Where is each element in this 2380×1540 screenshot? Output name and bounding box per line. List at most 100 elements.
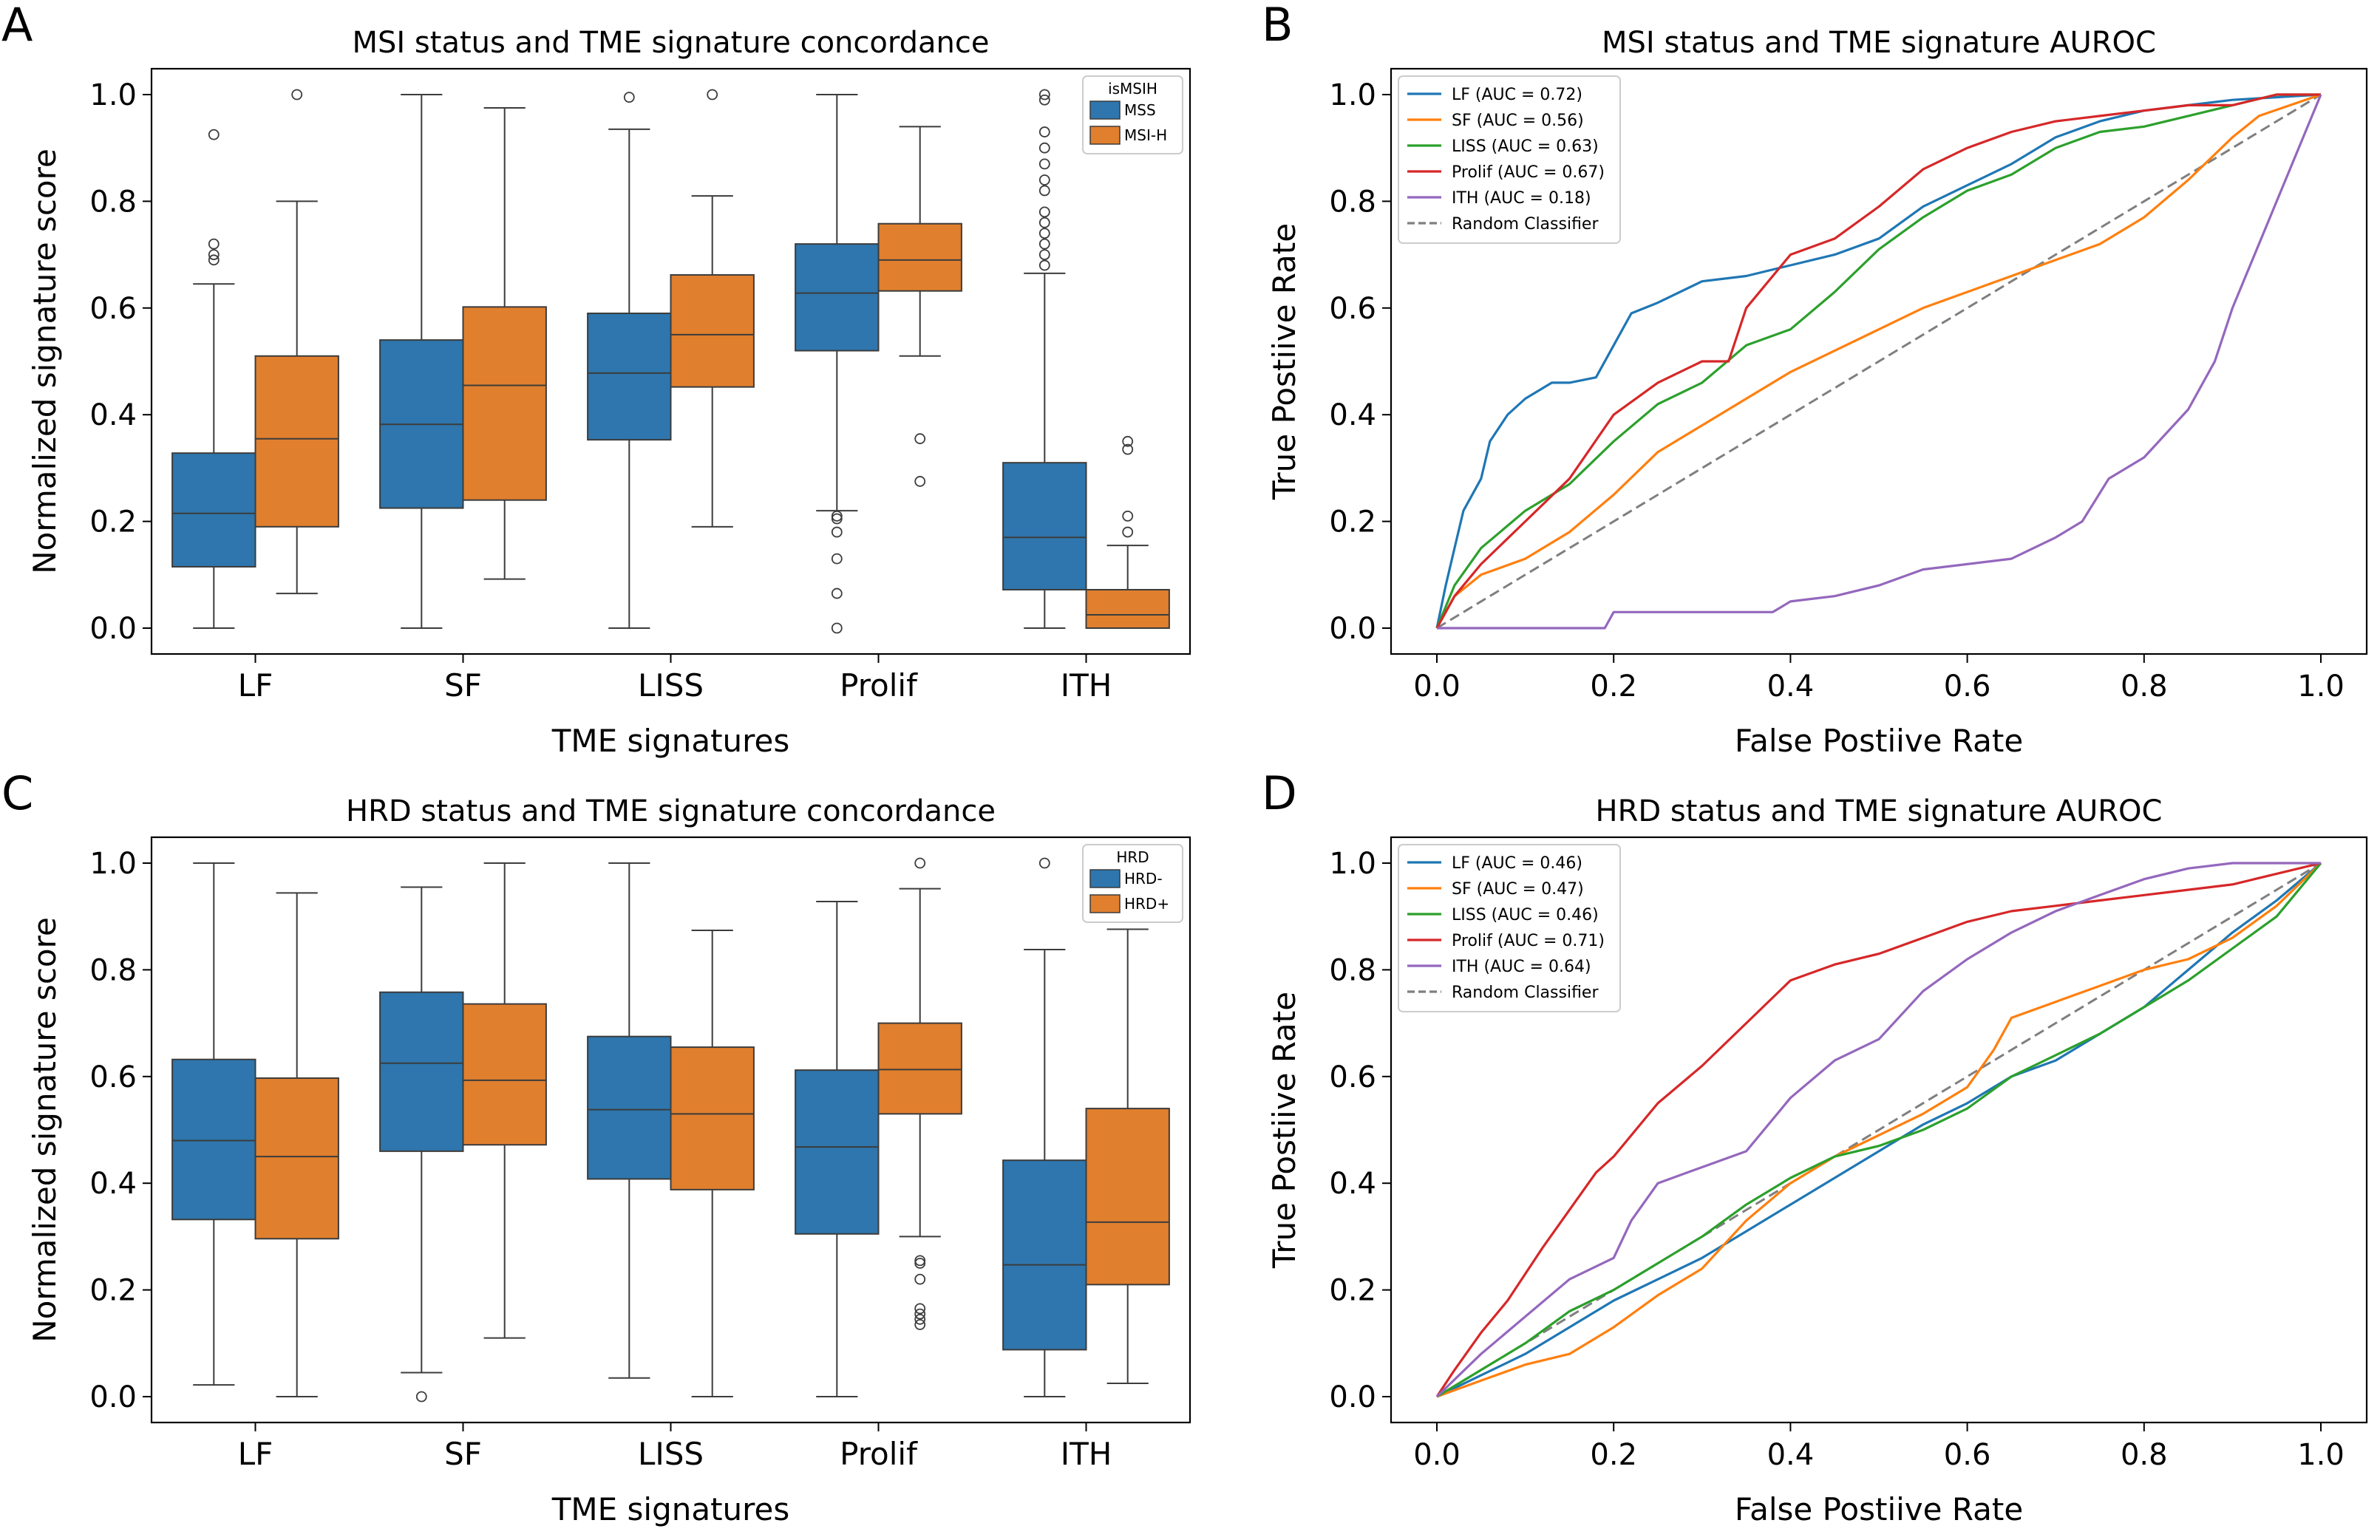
roc-curve-prolif [1435,862,2322,1397]
outlier-point [208,249,220,261]
x-axis-label: False Postiive Rate [1735,723,2023,759]
box-HRD+-LISS [670,1046,755,1190]
x-tick-label: 1.0 [2297,1438,2345,1472]
y-tick-label: 0.6 [1329,1060,1376,1094]
box-MSS-Prolif [795,243,880,352]
outlier-point [1038,89,1050,100]
y-tick-label: 0.4 [89,1167,137,1201]
box-HRD+-SF [462,1003,547,1146]
panel-b-roc: B MSI status and TME signature AUROC False… [1262,0,2368,759]
x-tick-label: 0.4 [1767,1438,1815,1472]
y-tick-label: 1.0 [1329,78,1376,112]
legend-title: HRD [1116,848,1149,866]
x-tick-label: SF [444,667,482,703]
outlier-point [1038,174,1050,185]
x-tick-label: ITH [1061,667,1112,703]
box-MSI-H-ITH [1085,589,1170,629]
box-MSI-H-Prolif [877,222,962,292]
outlier-point [1038,158,1050,170]
legend-label: Prolif (AUC = 0.67) [1452,163,1605,182]
x-tick-label: 0.2 [1590,1438,1637,1472]
outlier-point [1122,443,1134,455]
x-tick-label: 0.6 [1944,1438,1991,1472]
outlier-point [914,1255,926,1267]
box-MSI-H-LF [254,355,339,528]
y-tick-label: 0.0 [89,612,137,646]
legend-box [1398,75,1621,244]
box-HRD+-LF [254,1077,339,1240]
box-MSS-ITH [1002,462,1087,591]
roc-curve-sf [1435,93,2322,629]
roc-curve-ith [1437,94,2322,630]
x-tick-label: SF [444,1436,482,1472]
roc-curve-lf [1435,93,2322,629]
outlier-point [1038,142,1050,154]
outlier-point [1038,857,1050,869]
y-tick-label: 0.6 [89,1060,137,1094]
legend-label: LF (AUC = 0.46) [1452,854,1582,873]
legend-label: MSI-H [1124,126,1167,144]
outlier-point [914,476,926,487]
y-axis-label: Normalized signature score [27,149,63,574]
legend-swatch [1089,126,1121,145]
panel-d-roc: D HRD status and TME signature AUROC False… [1262,766,2368,1527]
chart-title: HRD status and TME signature AUROC [1596,794,2163,828]
y-tick-label: 0.6 [1329,292,1376,326]
roc-curve-prolif [1435,93,2321,629]
legend-label: LISS (AUC = 0.63) [1452,137,1599,156]
chart-title: MSI status and TME signature concordance [353,26,990,60]
box-HRD--SF [379,991,464,1152]
x-tick-label: 0.8 [2121,670,2168,703]
outlier-point [1038,249,1050,261]
chart-title: HRD status and TME signature concordance [346,794,996,828]
legend-title: isMSIH [1108,80,1157,98]
outlier-point [831,526,843,538]
legend-label: Random Classifier [1452,215,1599,234]
axes-frame [1390,836,2368,1424]
roc-curve-random [1436,93,2322,630]
outlier-point [707,89,718,100]
roc-curve-random [1436,862,2322,1398]
panel-c-boxplot: C HRD status and TME signature concordanc… [1,766,1191,1527]
outlier-point [914,433,926,445]
x-tick-label: 1.0 [2297,670,2345,703]
y-tick-label: 0.6 [89,292,137,326]
outlier-point [831,513,843,525]
x-tick-label: LF [238,667,273,703]
y-tick-label: 0.4 [89,398,137,432]
y-tick-label: 0.0 [89,1380,137,1414]
y-tick-label: 1.0 [89,847,137,881]
x-tick-label: Prolif [840,667,918,703]
box-MSS-LISS [587,313,672,441]
x-tick-label: LISS [638,1436,704,1472]
legend-label: Random Classifier [1452,984,1599,1002]
y-axis-label: Normalized signature score [27,917,63,1343]
legend-label: SF (AUC = 0.56) [1452,112,1584,130]
y-axis-label: True Postiive Rate [1266,992,1302,1269]
chart-title: MSI status and TME signature AUROC [1602,26,2156,60]
legend-swatch [1089,894,1121,913]
y-tick-label: 0.4 [1329,398,1376,432]
legend-swatch [1089,100,1121,120]
legend-swatch [1089,869,1121,888]
legend-label: LISS (AUC = 0.46) [1452,906,1599,924]
outlier-point [208,254,220,266]
y-tick-label: 0.8 [1329,185,1376,219]
box-HRD--LF [171,1058,256,1221]
outlier-point [1038,238,1050,250]
y-tick-label: 0.0 [1329,612,1376,646]
roc-curve-liss [1436,862,2322,1398]
x-tick-label: Prolif [840,1436,918,1472]
outlier-point [914,1313,926,1325]
panel-a-boxplot: A MSI status and TME signature concordanc… [1,0,1191,759]
y-tick-label: 0.4 [1329,1167,1376,1201]
outlier-point [1038,94,1050,106]
x-axis-label: False Postiive Rate [1735,1491,2023,1527]
x-tick-label: LF [238,1436,273,1472]
box-HRD--ITH [1002,1159,1087,1351]
outlier-point [1122,526,1134,538]
outlier-point [914,1303,926,1315]
legend-label: ITH (AUC = 0.64) [1452,958,1591,976]
y-tick-label: 0.8 [89,185,137,219]
box-HRD--LISS [587,1035,672,1180]
